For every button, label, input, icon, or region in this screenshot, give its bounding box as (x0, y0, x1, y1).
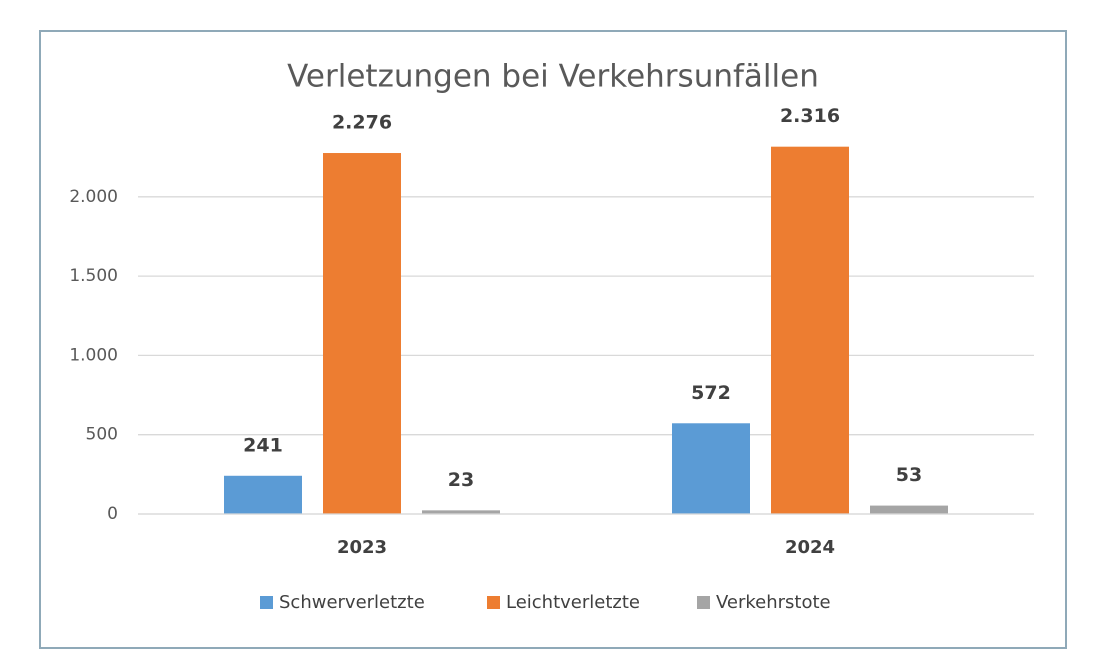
value-label: 23 (448, 469, 474, 491)
value-label: 53 (896, 464, 922, 486)
y-tick-label: 2.000 (69, 187, 118, 207)
value-label: 241 (243, 434, 283, 456)
bar (224, 475, 302, 514)
legend-swatch (260, 596, 273, 609)
chart-frame (39, 30, 1067, 649)
legend-label: Schwerverletzte (279, 592, 425, 613)
chart-title: Verletzungen bei Verkehrsunfällen (287, 59, 819, 95)
x-tick-label: 2024 (785, 537, 835, 558)
bar (870, 505, 948, 514)
legend-label: Verkehrstote (716, 592, 831, 613)
bar (323, 153, 401, 514)
y-tick-label: 1.000 (69, 345, 118, 365)
value-label: 2.316 (780, 105, 840, 127)
y-tick-label: 500 (86, 425, 118, 445)
value-label: 572 (691, 382, 731, 404)
bar (771, 146, 849, 514)
value-label: 2.276 (332, 112, 392, 134)
y-tick-label: 1.500 (69, 266, 118, 286)
legend-label: Leichtverletzte (506, 592, 640, 613)
y-tick-label: 0 (107, 504, 118, 524)
legend-swatch (697, 596, 710, 609)
x-tick-label: 2023 (337, 537, 387, 558)
bar (672, 423, 750, 514)
legend-swatch (487, 596, 500, 609)
bar (422, 510, 500, 514)
